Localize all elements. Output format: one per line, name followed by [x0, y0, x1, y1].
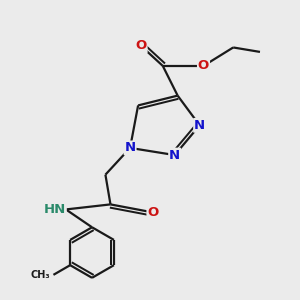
Text: O: O [136, 40, 147, 52]
Text: N: N [194, 119, 205, 132]
Text: O: O [198, 59, 209, 72]
Text: O: O [147, 206, 159, 219]
Text: N: N [169, 148, 180, 162]
Text: CH₃: CH₃ [31, 270, 50, 280]
Text: HN: HN [44, 203, 66, 216]
Text: N: N [124, 141, 136, 154]
